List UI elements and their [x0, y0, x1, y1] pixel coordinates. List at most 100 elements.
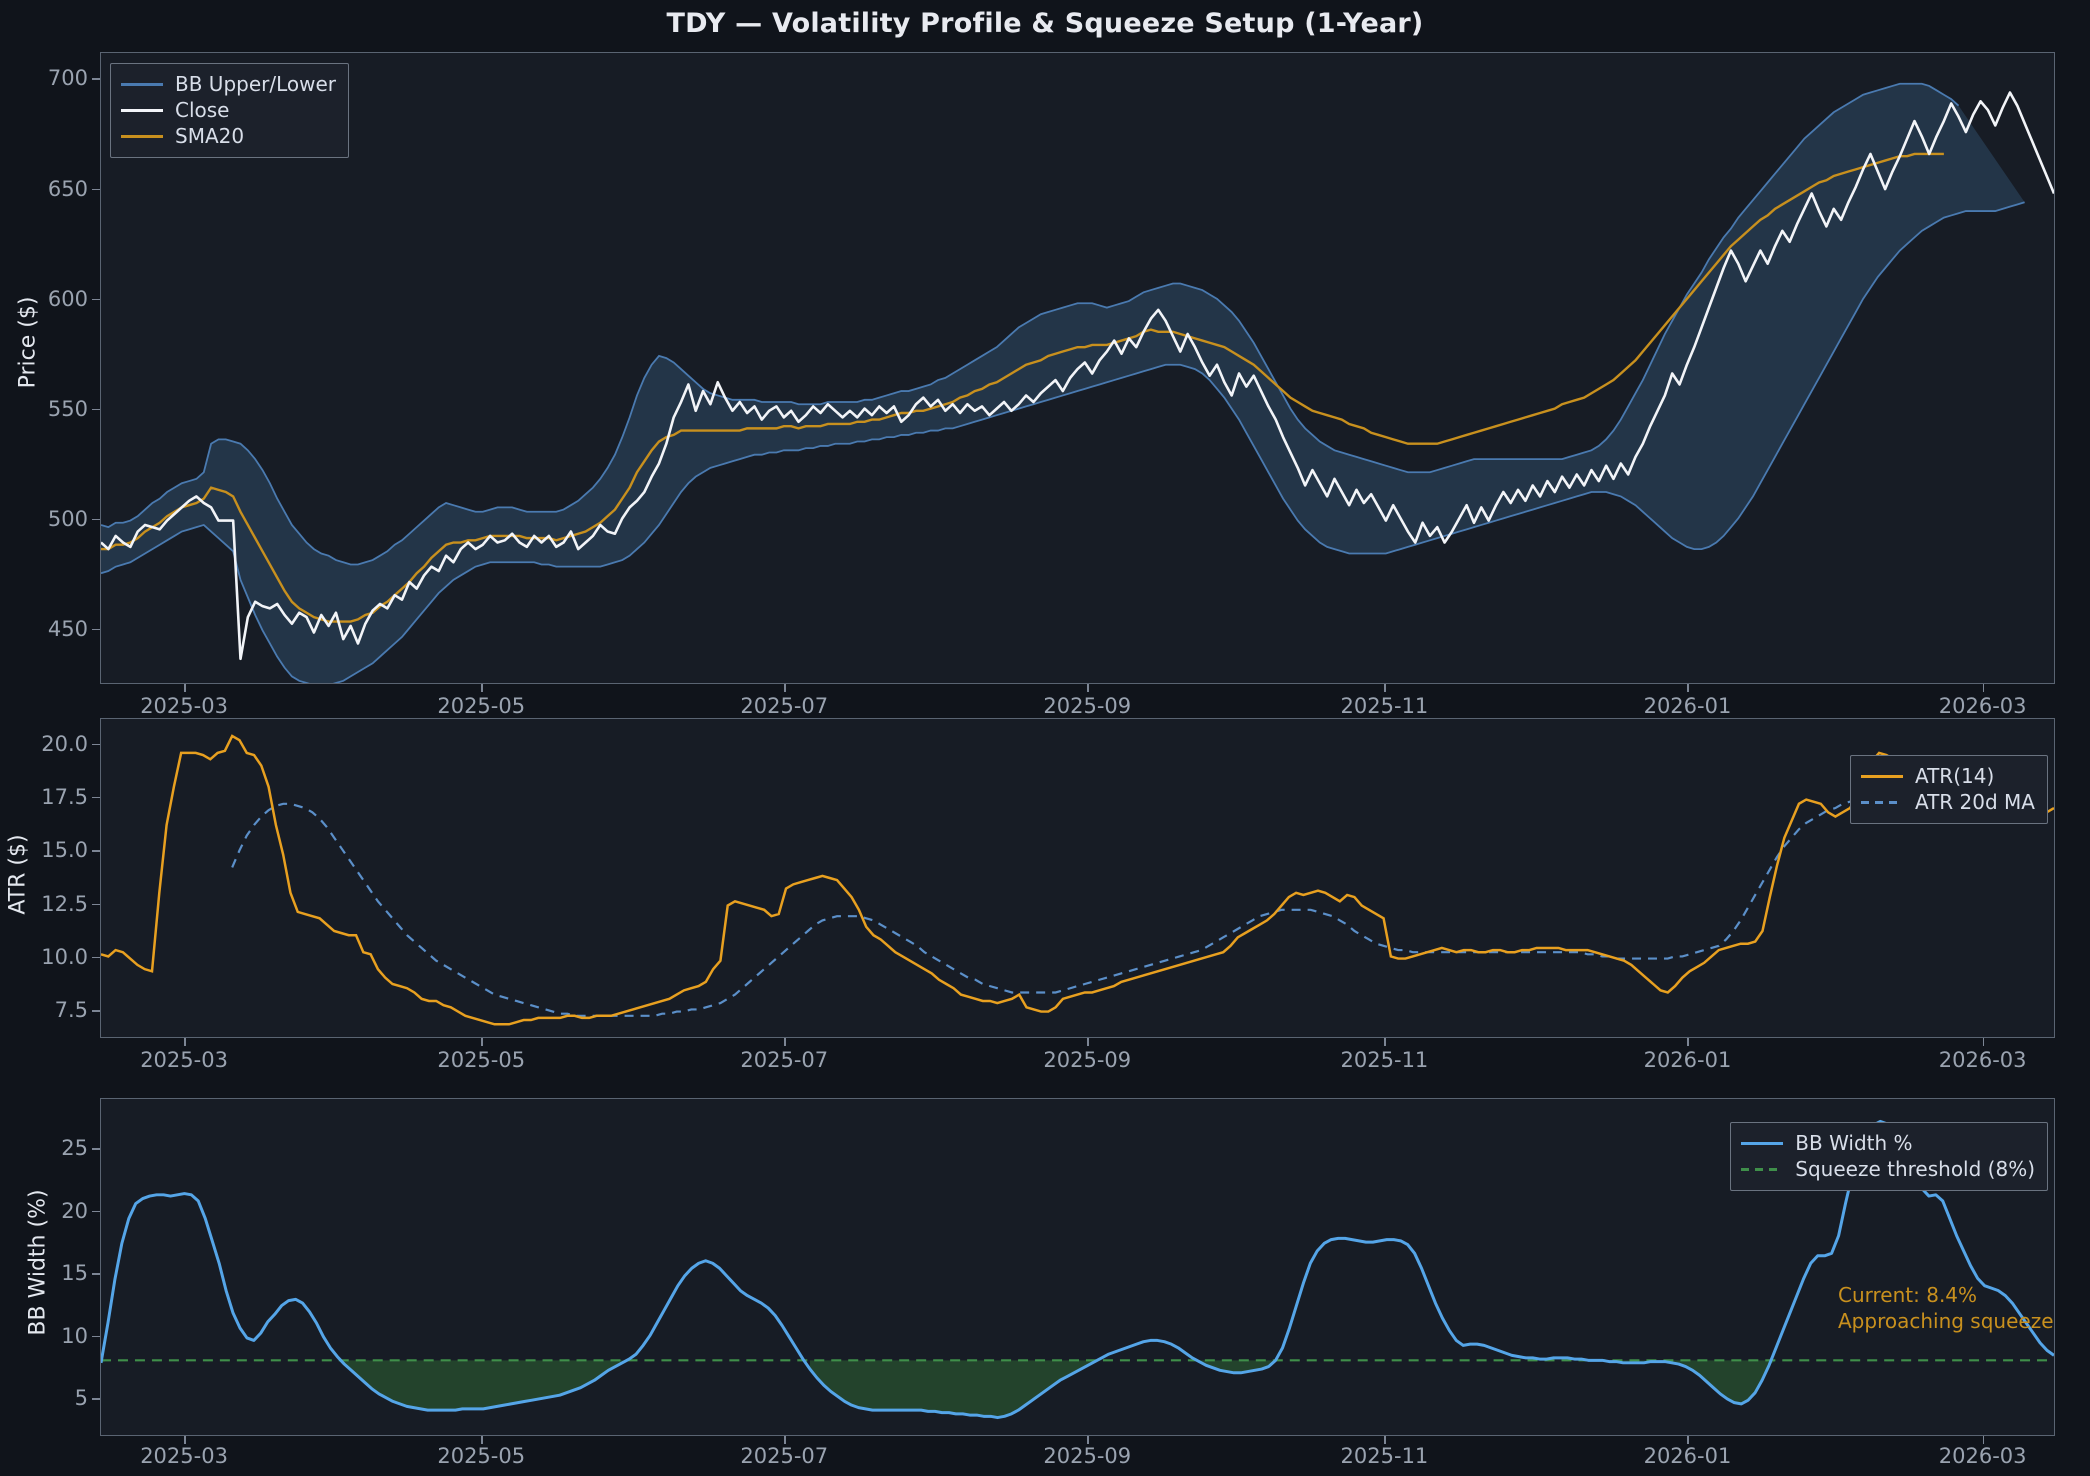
- price-x-tick-mark: [1687, 684, 1689, 692]
- legend-entry: SMA20: [121, 123, 336, 149]
- atr-y-tick: 7.5: [54, 998, 88, 1023]
- bbwidth-x-tick: 2025-11: [1340, 1444, 1429, 1468]
- price-y-tick-mark: [92, 408, 100, 411]
- atr-x-tick-mark: [1087, 1038, 1089, 1046]
- atr-line: [101, 734, 2054, 1026]
- price-legend: BB Upper/Lower Close SMA20: [110, 63, 350, 158]
- price-y-tick-mark: [92, 298, 100, 301]
- bbwidth-y-tick-mark: [92, 1398, 100, 1400]
- price-y-tick-mark: [92, 78, 100, 80]
- legend-label: BB Width %: [1795, 1131, 1913, 1155]
- bbwidth-x-tick: 2026-03: [1938, 1444, 2027, 1468]
- atr-x-tick: 2026-03: [1938, 1048, 2027, 1072]
- atr-y-tick-mark: [92, 850, 100, 852]
- squeeze-annotation: Current: 8.4% Approaching squeeze: [1838, 1282, 2054, 1335]
- line-swatch-icon: [121, 77, 163, 91]
- bbwidth-y-tick: 15: [61, 1261, 88, 1286]
- price-x-tick: 2025-11: [1340, 694, 1429, 718]
- bbwidth-y-tick-mark: [92, 1273, 100, 1275]
- atr-y-tick-mark: [92, 743, 100, 746]
- dashed-line-swatch-icon: [1860, 795, 1903, 809]
- bb-upper-line: [101, 82, 1960, 566]
- price-x-tick: 2026-01: [1643, 694, 1732, 718]
- price-y-axis-label: Price ($): [15, 296, 41, 389]
- price-x-tick-mark: [784, 684, 786, 692]
- atr-y-tick: 15.0: [41, 838, 88, 863]
- bbwidth-x-tick-mark: [481, 1436, 483, 1444]
- bbwidth-x-tick-mark: [1982, 1436, 1985, 1444]
- legend-label: BB Upper/Lower: [175, 72, 337, 96]
- atr-x-tick-mark: [784, 1038, 786, 1046]
- bbwidth-y-tick: 20: [61, 1198, 88, 1223]
- legend-label: SMA20: [175, 124, 245, 148]
- price-panel: [100, 52, 2055, 684]
- line-swatch-icon: [121, 129, 163, 143]
- price-x-tick: 2025-07: [740, 694, 829, 718]
- bbwidth-y-tick: 5: [74, 1386, 88, 1411]
- atr-y-tick-mark: [92, 956, 100, 959]
- atr-y-axis-label: ATR ($): [5, 834, 31, 915]
- price-x-tick: 2025-09: [1043, 694, 1132, 718]
- atr-x-tick: 2025-07: [740, 1048, 829, 1072]
- bbwidth-x-tick: 2025-09: [1043, 1444, 1132, 1468]
- atr-x-tick: 2025-09: [1043, 1048, 1132, 1072]
- bbwidth-line: [101, 1119, 2054, 1420]
- bbwidth-x-tick: 2025-03: [140, 1444, 228, 1468]
- price-y-tick: 600: [47, 286, 88, 311]
- bbwidth-x-tick: 2025-07: [740, 1444, 829, 1468]
- squeeze-annotation-line1: Current: 8.4%: [1838, 1283, 1978, 1307]
- atr-y-tick-mark: [92, 903, 100, 906]
- legend-entry: Close: [121, 97, 336, 123]
- price-y-tick: 700: [47, 66, 88, 91]
- legend-label: ATR(14): [1914, 764, 1995, 788]
- bbwidth-y-tick: 10: [61, 1323, 88, 1348]
- atr-ma-line: [231, 794, 1974, 1017]
- bbwidth-x-tick-mark: [1384, 1436, 1386, 1444]
- price-y-tick-mark: [92, 188, 100, 191]
- atr-legend: ATR(14) ATR 20d MA: [1849, 755, 2048, 824]
- bbwidth-x-tick-mark: [1687, 1436, 1689, 1444]
- bbwidth-y-tick-mark: [92, 1335, 100, 1338]
- legend-label: Squeeze threshold (8%): [1795, 1157, 2035, 1181]
- legend-entry: BB Width %: [1741, 1130, 2035, 1156]
- atr-y-tick: 12.5: [41, 891, 88, 916]
- atr-panel: [100, 718, 2055, 1038]
- atr-y-tick-mark: [92, 1010, 100, 1012]
- price-x-tick: 2025-03: [140, 694, 228, 718]
- price-x-tick: 2026-03: [1938, 694, 2027, 718]
- squeeze-annotation-line2: Approaching squeeze: [1838, 1309, 2054, 1334]
- bbwidth-x-tick: 2025-05: [437, 1444, 526, 1468]
- atr-x-tick: 2025-11: [1340, 1048, 1429, 1072]
- legend-label: Close: [175, 98, 230, 122]
- legend-label: ATR 20d MA: [1914, 790, 2035, 814]
- price-x-tick-mark: [481, 684, 483, 692]
- price-x-tick-mark: [1982, 684, 1985, 692]
- price-y-tick: 450: [47, 616, 88, 641]
- atr-x-tick-mark: [1982, 1038, 1985, 1046]
- price-y-tick-mark: [92, 628, 100, 631]
- atr-y-tick: 10.0: [41, 944, 88, 969]
- atr-y-tick: 20.0: [41, 731, 88, 756]
- bbwidth-panel: [100, 1098, 2055, 1436]
- line-swatch-icon: [1741, 1136, 1784, 1150]
- price-x-tick-mark: [1384, 684, 1386, 692]
- close-line: [101, 91, 2054, 661]
- atr-y-tick-mark: [92, 796, 100, 799]
- squeeze-region-fill: [1609, 1360, 1776, 1404]
- legend-entry: ATR(14): [1860, 763, 2035, 789]
- atr-y-tick: 17.5: [41, 784, 88, 809]
- bbwidth-y-tick: 25: [61, 1136, 88, 1161]
- legend-entry: ATR 20d MA: [1860, 789, 2035, 815]
- atr-x-tick-mark: [481, 1038, 483, 1046]
- atr-x-tick-mark: [1384, 1038, 1386, 1046]
- price-y-tick-mark: [92, 518, 100, 521]
- atr-x-tick: 2026-01: [1643, 1048, 1732, 1072]
- squeeze-region-fill: [809, 1360, 1102, 1418]
- bb-lower-line: [101, 201, 2025, 683]
- bb-band-fill: [101, 83, 2025, 683]
- line-swatch-icon: [121, 103, 163, 117]
- legend-entry: BB Upper/Lower: [121, 71, 336, 97]
- bbwidth-x-tick-mark: [184, 1436, 186, 1444]
- atr-x-tick: 2025-05: [437, 1048, 526, 1072]
